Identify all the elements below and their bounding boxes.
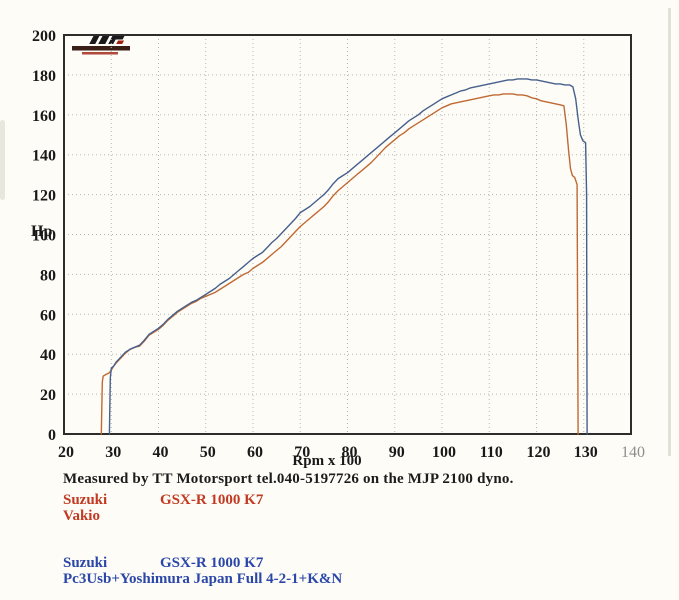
run2-config: Pc3Usb+Yoshimura Japan Full 4-2-1+K&N — [63, 571, 343, 587]
y-tick-label: 80 — [40, 267, 56, 284]
mjp-logo — [72, 35, 130, 55]
x-tick-label: 60 — [247, 444, 263, 461]
plot-frame — [63, 34, 632, 435]
y-axis-title: Hp — [31, 223, 53, 240]
run1-make: Suzuki — [63, 492, 108, 508]
y-tick-label: 0 — [48, 427, 56, 444]
dyno-curve-1 — [100, 93, 579, 435]
run1-model: GSX-R 1000 K7 — [160, 492, 264, 508]
run2-make: Suzuki — [63, 555, 108, 571]
run2-model: GSX-R 1000 K7 — [160, 555, 264, 571]
scan-artifact — [668, 8, 671, 456]
dyno-curve-2 — [108, 78, 588, 435]
x-tick-label: 100 — [432, 444, 456, 461]
y-tick-label: 140 — [32, 148, 56, 165]
measured-by-note: Measured by TT Motorsport tel.040-519772… — [63, 471, 514, 487]
y-tick-label: 40 — [40, 347, 56, 364]
x-tick-label: 30 — [105, 444, 121, 461]
y-tick-label: 160 — [32, 108, 56, 125]
x-tick-label: 40 — [153, 444, 169, 461]
y-tick-label: 60 — [40, 307, 56, 324]
x-tick-label: 70 — [294, 444, 310, 461]
x-tick-label: 110 — [480, 444, 503, 461]
x-tick-label: 90 — [389, 444, 405, 461]
y-tick-label: 20 — [40, 387, 56, 404]
x-tick-label: 50 — [200, 444, 216, 461]
x-tick-label: 130 — [574, 444, 598, 461]
x-tick-label: 120 — [527, 444, 551, 461]
x-tick-label: 20 — [58, 444, 74, 461]
scan-artifact — [0, 120, 5, 200]
x-axis-title: Rpm x 100 — [292, 453, 362, 469]
y-tick-label: 120 — [32, 188, 56, 205]
x-tick-label: 80 — [342, 444, 358, 461]
x-tick-label: 140 — [621, 444, 645, 461]
y-tick-label: 180 — [32, 68, 56, 85]
y-tick-label: 200 — [32, 28, 56, 45]
y-tick-label: 100 — [32, 228, 56, 245]
run1-config: Vakio — [63, 508, 100, 524]
